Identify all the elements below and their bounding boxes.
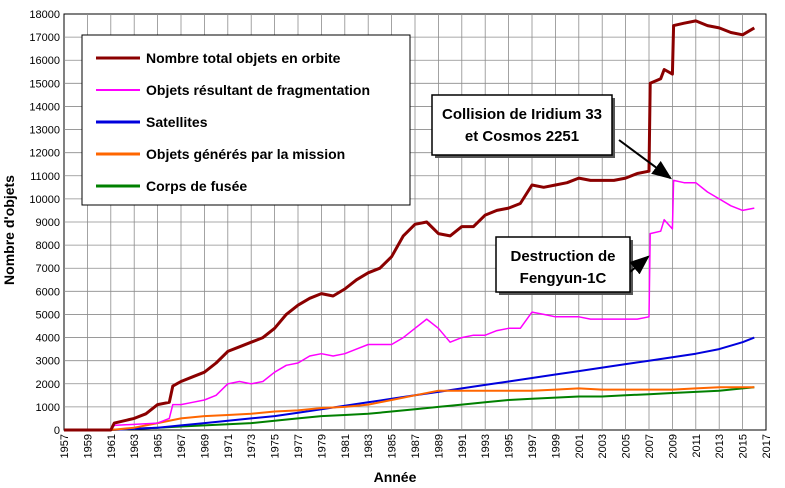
y-tick-label: 0 <box>54 425 60 437</box>
legend-label: Objets résultant de fragmentation <box>146 82 370 98</box>
y-tick-label: 7000 <box>36 263 60 275</box>
x-tick-label: 1963 <box>129 434 141 458</box>
x-tick-label: 2015 <box>738 434 750 458</box>
x-axis-title: Année <box>374 469 417 485</box>
x-tick-label: 1981 <box>340 434 352 458</box>
y-tick-label: 17000 <box>29 32 60 44</box>
y-tick-label: 11000 <box>30 171 60 183</box>
x-tick-label: 2003 <box>597 434 609 458</box>
x-tick-label: 1977 <box>293 434 305 458</box>
y-tick-label: 12000 <box>29 148 60 160</box>
series-lines <box>64 19 756 432</box>
x-tick-label: 1975 <box>270 434 282 458</box>
x-tick-label: 2009 <box>667 434 679 458</box>
y-tick-label: 3000 <box>36 356 60 368</box>
y-tick-label: 15000 <box>29 78 60 90</box>
x-tick-label: 1987 <box>410 434 422 458</box>
annotation-text: et Cosmos 2251 <box>465 128 579 145</box>
annotation-box <box>495 236 631 293</box>
annotations: Collision de Iridium 33 et Cosmos 2251 Des… <box>431 94 673 295</box>
y-tick-labels: 0 1000 2000 3000 4000 5000 6000 7000 8000 9000 100… <box>29 9 60 437</box>
y-tick-label: 4000 <box>36 333 60 345</box>
x-tick-label: 1959 <box>82 434 94 458</box>
series-line-0 <box>64 19 756 432</box>
x-tick-label: 2011 <box>691 434 703 458</box>
x-tick-labels: 1957 1959 1961 1963 1965 1967 1969 1971 1973 1975… <box>59 434 773 458</box>
series-line-1 <box>64 179 755 431</box>
y-tick-label: 10000 <box>29 194 60 206</box>
y-tick-label: 18000 <box>29 9 60 21</box>
x-tick-label: 1993 <box>480 434 492 458</box>
x-tick-label: 1991 <box>457 434 469 458</box>
legend: Nombre total objets en orbite Objets résu… <box>81 34 411 206</box>
x-tick-label: 1995 <box>504 434 516 458</box>
annotation-arrow <box>629 255 650 275</box>
annotation-text: Fengyun-1C <box>520 270 607 287</box>
x-tick-label: 2013 <box>714 434 726 458</box>
y-tick-label: 2000 <box>36 379 60 391</box>
x-tick-label: 1961 <box>106 434 118 458</box>
legend-label: Nombre total objets en orbite <box>146 50 341 66</box>
x-tick-label: 2007 <box>644 434 656 458</box>
y-tick-label: 5000 <box>36 309 60 321</box>
y-tick-label: 6000 <box>36 286 60 298</box>
y-tick-label: 13000 <box>29 125 60 137</box>
annotation-text: Destruction de <box>510 248 615 265</box>
x-tick-label: 1965 <box>153 434 165 458</box>
annotation-box <box>431 94 613 156</box>
y-tick-label: 1000 <box>36 402 60 414</box>
y-tick-label: 16000 <box>29 55 60 67</box>
series-line-3 <box>64 386 755 431</box>
legend-label: Corps de fusée <box>146 178 247 194</box>
annotation-arrow <box>618 139 673 180</box>
y-tick-label: 8000 <box>36 240 60 252</box>
x-tick-label: 1969 <box>199 434 211 458</box>
x-tick-label: 1989 <box>433 434 445 458</box>
y-tick-label: 14000 <box>29 101 60 113</box>
x-tick-label: 1957 <box>59 434 71 458</box>
legend-label: Satellites <box>146 114 208 130</box>
annotation-text: Collision de Iridium 33 <box>442 106 602 123</box>
x-tick-label: 1985 <box>387 434 399 458</box>
legend-box <box>81 34 411 206</box>
legend-label: Objets générés par la mission <box>146 146 345 162</box>
x-tick-label: 1967 <box>176 434 188 458</box>
y-axis-title: Nombre d'objets <box>1 175 17 285</box>
x-tick-label: 1979 <box>316 434 328 458</box>
x-tick-label: 1973 <box>246 434 258 458</box>
y-tick-label: 9000 <box>36 217 60 229</box>
x-tick-label: 2017 <box>761 434 773 458</box>
x-tick-label: 1971 <box>223 434 235 458</box>
x-tick-label: 1983 <box>363 434 375 458</box>
x-tick-label: 2001 <box>574 434 586 458</box>
x-tick-label: 1999 <box>550 434 562 458</box>
series-line-4 <box>64 386 755 431</box>
x-tick-label: 2005 <box>621 434 633 458</box>
x-tick-label: 1997 <box>527 434 539 458</box>
